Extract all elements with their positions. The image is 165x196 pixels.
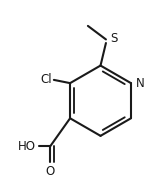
Text: Cl: Cl [40, 73, 52, 86]
Text: O: O [46, 165, 55, 178]
Text: S: S [110, 32, 118, 45]
Text: N: N [135, 77, 144, 90]
Text: HO: HO [18, 140, 36, 153]
